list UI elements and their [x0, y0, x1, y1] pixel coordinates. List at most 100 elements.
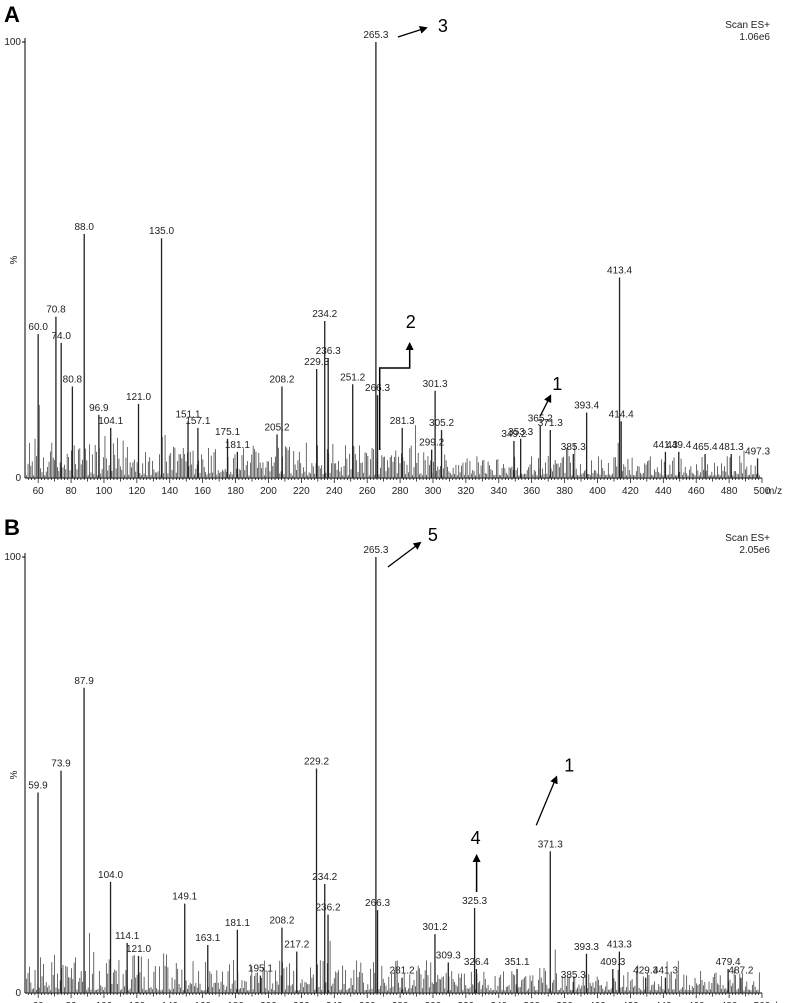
x-tick-label: 320 — [458, 486, 475, 497]
peak-label: 217.2 — [284, 940, 309, 951]
x-tick-label: 340 — [490, 486, 507, 497]
x-tick-label: 460 — [688, 1001, 705, 1003]
peak-label: 481.3 — [719, 442, 744, 453]
peak-label: 236.2 — [316, 903, 341, 914]
x-tick-label: 200 — [260, 486, 277, 497]
x-tick-label: 220 — [293, 1001, 310, 1003]
peak-label: 351.1 — [505, 957, 530, 968]
peak-label: 429.3 — [633, 966, 658, 977]
scan-mode-label: Scan ES+ — [725, 20, 770, 31]
annotation-arrow — [378, 342, 414, 450]
x-tick-label: 280 — [392, 1001, 409, 1003]
peak-label: 371.3 — [538, 418, 563, 429]
peak-label: 413.3 — [607, 940, 632, 951]
scan-mode-label: Scan ES+ — [725, 533, 770, 544]
x-tick-label: 360 — [523, 1001, 540, 1003]
y-tick-label: 100 — [4, 552, 21, 563]
peak-label: 385.3 — [561, 970, 586, 981]
peak-label: 60.0 — [28, 322, 48, 333]
spectrum-panel-b: B Scan ES+2.05e6 0 100% 60 80 100 120 140 160 180 2… — [4, 515, 782, 1003]
peak-label: 265.3 — [363, 30, 388, 41]
x-tick-label: 300 — [425, 486, 442, 497]
peak-label: 88.0 — [74, 222, 94, 233]
x-axis-label: m/z — [766, 486, 782, 497]
x-tick-label: 260 — [359, 1001, 376, 1003]
peak-label: 135.0 — [149, 226, 174, 237]
peak-label: 251.2 — [340, 372, 365, 383]
y-tick-label: 100 — [4, 37, 21, 48]
peak-label: 121.0 — [126, 944, 151, 955]
x-axis-label: m/z — [766, 1001, 782, 1003]
x-tick-label: 60 — [33, 1001, 45, 1003]
peak-label: 181.1 — [225, 440, 250, 451]
annotation-number: 2 — [406, 312, 416, 332]
x-tick-label: 500 — [754, 486, 771, 497]
x-tick-label: 420 — [622, 1001, 639, 1003]
x-tick-label: 400 — [589, 1001, 606, 1003]
peak-label: 163.1 — [195, 933, 220, 944]
peak-label: 441.3 — [653, 966, 678, 977]
x-tick-label: 160 — [194, 1001, 211, 1003]
peak-label: 441.3 — [653, 440, 678, 451]
x-tick-label: 120 — [129, 1001, 146, 1003]
x-tick-label: 140 — [161, 1001, 178, 1003]
x-tick-label: 360 — [523, 486, 540, 497]
y-axis-label: % — [9, 255, 20, 264]
peak-label: 449.4 — [666, 440, 691, 451]
x-tick-label: 120 — [129, 486, 146, 497]
peak-label: 385.3 — [561, 442, 586, 453]
panel-label: A — [4, 2, 20, 27]
peak-label: 301.2 — [422, 922, 447, 933]
peak-label: 234.2 — [312, 872, 337, 883]
peak-label: 104.1 — [98, 416, 123, 427]
peak-label: 301.3 — [423, 379, 448, 390]
peak-label: 266.3 — [365, 383, 390, 394]
peak-label: 195.1 — [248, 964, 273, 975]
annotation-arrow — [535, 775, 558, 826]
peak-label: 281.2 — [390, 966, 415, 977]
annotation-arrow — [539, 394, 552, 417]
x-tick-label: 380 — [556, 1001, 573, 1003]
x-tick-label: 240 — [326, 1001, 343, 1003]
x-tick-label: 480 — [721, 486, 738, 497]
peak-label: 487.2 — [728, 966, 753, 977]
x-tick-label: 380 — [556, 486, 573, 497]
x-tick-label: 420 — [622, 486, 639, 497]
x-tick-label: 100 — [96, 1001, 113, 1003]
peak-label: 229.2 — [304, 756, 329, 767]
peak-label: 266.3 — [365, 898, 390, 909]
x-tick-label: 200 — [260, 1001, 277, 1003]
x-tick-label: 80 — [66, 1001, 78, 1003]
peak-label: 175.1 — [215, 427, 240, 438]
peak-label: 281.3 — [390, 416, 415, 427]
peak-label: 305.2 — [429, 418, 454, 429]
x-tick-label: 140 — [161, 486, 178, 497]
base-intensity-label: 2.05e6 — [739, 545, 770, 556]
peak-label: 497.3 — [745, 446, 770, 457]
x-tick-label: 460 — [688, 486, 705, 497]
x-tick-label: 220 — [293, 486, 310, 497]
peak-label: 414.4 — [609, 409, 634, 420]
peak-label: 299.2 — [419, 438, 444, 449]
peak-label: 74.0 — [51, 331, 71, 342]
annotation-number: 1 — [552, 374, 562, 394]
x-tick-label: 180 — [227, 486, 244, 497]
y-tick-label: 0 — [15, 473, 21, 484]
peak-label: 96.9 — [89, 403, 109, 414]
peak-label: 236.3 — [316, 346, 341, 357]
y-axis-label: % — [9, 770, 20, 779]
base-intensity-label: 1.06e6 — [739, 32, 770, 43]
peak-label: 349.2 — [501, 429, 526, 440]
x-tick-label: 60 — [33, 486, 45, 497]
peak-label: 157.1 — [185, 416, 210, 427]
x-tick-label: 180 — [227, 1001, 244, 1003]
peak-label: 409.3 — [600, 957, 625, 968]
peak-label: 208.2 — [269, 374, 294, 385]
x-tick-label: 320 — [458, 1001, 475, 1003]
peak-label: 149.1 — [172, 892, 197, 903]
peak-label: 393.3 — [574, 942, 599, 953]
annotation-number: 5 — [428, 525, 438, 545]
x-tick-label: 340 — [490, 1001, 507, 1003]
annotation-arrow — [387, 541, 422, 568]
